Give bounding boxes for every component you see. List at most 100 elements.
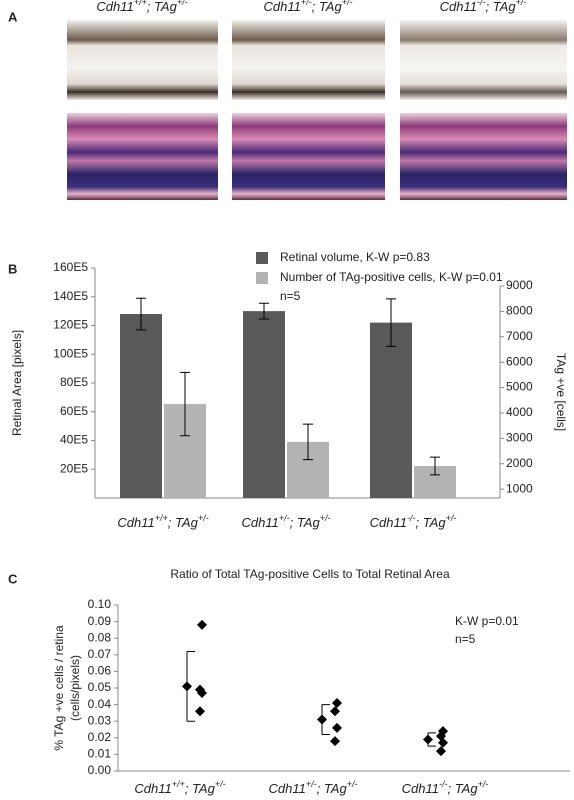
mean-marker [182, 681, 192, 692]
y-tick-label: 0.05 [88, 680, 112, 694]
superscript: +/+ [155, 513, 168, 523]
y2-tick-label: 5000 [506, 380, 533, 394]
mean-marker [423, 734, 433, 745]
label-part: ; TAg [290, 515, 321, 530]
y-axis-label: Retinal Area [pixels] [10, 330, 24, 436]
y-tick-label: 20E5 [60, 461, 88, 475]
error-bar [180, 371, 190, 437]
data-point [197, 687, 207, 698]
y-axis-label: (cells/pixels) [68, 655, 82, 721]
y-tick-label: 0.06 [88, 664, 112, 678]
genotype-label: Cdh11-/-; TAg+/- [402, 779, 489, 796]
he-image [232, 113, 385, 200]
y-tick-label: 0.01 [88, 747, 112, 761]
annotation: n=5 [280, 289, 301, 303]
y-tick-label: 100E5 [53, 346, 88, 360]
genotype-label: Cdh11+/-; TAg+/- [264, 0, 353, 14]
superscript: +/- [446, 513, 457, 523]
genotype-label: Cdh11+/+; TAg+/- [134, 779, 225, 796]
ihc-image [67, 20, 218, 100]
y2-tick-label: 3000 [506, 431, 533, 445]
panel-label: A [8, 9, 18, 24]
y-tick-label: 140E5 [53, 289, 88, 303]
error-bar [430, 456, 440, 476]
label-part: Cdh11 [242, 515, 279, 530]
superscript: +/- [516, 0, 527, 7]
superscript: -/- [439, 779, 448, 789]
superscript: +/- [320, 513, 331, 523]
y-tick-label: 0.10 [88, 597, 112, 611]
label-part: ; TAg [168, 515, 199, 530]
y-tick-label: 0.07 [88, 647, 112, 661]
y2-tick-label: 9000 [506, 278, 533, 292]
legend-label: Retinal volume, K-W p=0.83 [280, 250, 430, 264]
legend-swatch [256, 272, 268, 284]
superscript: -/- [477, 0, 486, 7]
superscript: +/- [177, 0, 188, 7]
panel-a-images [67, 20, 567, 200]
superscript: +/- [198, 513, 209, 523]
chart-title: Ratio of Total TAg-positive Cells to Tot… [170, 567, 450, 581]
data-point [197, 619, 207, 630]
superscript: +/- [306, 779, 317, 789]
y-tick-label: 0.02 [88, 730, 112, 744]
ihc-image [232, 20, 385, 100]
y-tick-label: 0.04 [88, 697, 112, 711]
y-tick-label: 60E5 [60, 404, 88, 418]
data-point [332, 697, 342, 708]
superscript: +/+ [172, 779, 185, 789]
label-part: ; TAg [185, 781, 216, 796]
genotype-label: Cdh11-/-; TAg+/- [370, 513, 457, 530]
annotation: n=5 [455, 632, 476, 646]
label-part: Cdh11 [134, 781, 171, 796]
superscript: +/- [347, 779, 358, 789]
superscript: -/- [407, 513, 416, 523]
error-bar [259, 302, 269, 320]
label-part: Cdh11 [402, 781, 439, 796]
data-point [330, 736, 340, 747]
y-tick-label: 0.03 [88, 713, 112, 727]
y-tick-label: 0.00 [88, 763, 112, 777]
y-tick-label: 120E5 [53, 318, 88, 332]
mean-marker [317, 714, 327, 725]
data-point [436, 746, 446, 757]
y2-tick-label: 6000 [506, 354, 533, 368]
y2-axis-label: TAg +ve [cells] [554, 353, 568, 431]
error-bar [136, 297, 146, 331]
data-point [330, 706, 340, 717]
label-part: ; TAg [447, 781, 478, 796]
panel-label: C [8, 571, 18, 586]
y-tick-label: 160E5 [53, 260, 88, 274]
label-part: Cdh11 [117, 515, 154, 530]
panel-label: B [8, 261, 17, 276]
label-part: Cdh11 [440, 0, 477, 14]
y-tick-label: 0.08 [88, 630, 112, 644]
label-part: Cdh11 [264, 0, 301, 14]
superscript: +/- [478, 779, 489, 789]
superscript: +/- [279, 513, 290, 523]
ihc-image [400, 20, 567, 100]
error-bar [386, 298, 396, 347]
label-part: ; TAg [312, 0, 343, 14]
he-image [400, 113, 567, 200]
y2-tick-label: 7000 [506, 329, 533, 343]
label-part: Cdh11 [370, 515, 407, 530]
y-tick-label: 80E5 [60, 375, 88, 389]
label-part: ; TAg [485, 0, 516, 14]
genotype-label: Cdh11+/+; TAg+/- [117, 513, 208, 530]
data-point [438, 737, 448, 748]
y2-tick-label: 2000 [506, 456, 533, 470]
data-point [195, 706, 205, 717]
label-part: ; TAg [317, 781, 348, 796]
genotype-label: Cdh11+/+; TAg+/- [96, 0, 187, 14]
y2-tick-label: 1000 [506, 481, 533, 495]
bar [243, 311, 285, 498]
y-tick-label: 0.09 [88, 614, 112, 628]
y2-tick-label: 8000 [506, 304, 533, 318]
bar [370, 322, 412, 498]
label-part: Cdh11 [96, 0, 133, 14]
label-part: ; TAg [147, 0, 178, 14]
superscript: +/- [342, 0, 353, 7]
